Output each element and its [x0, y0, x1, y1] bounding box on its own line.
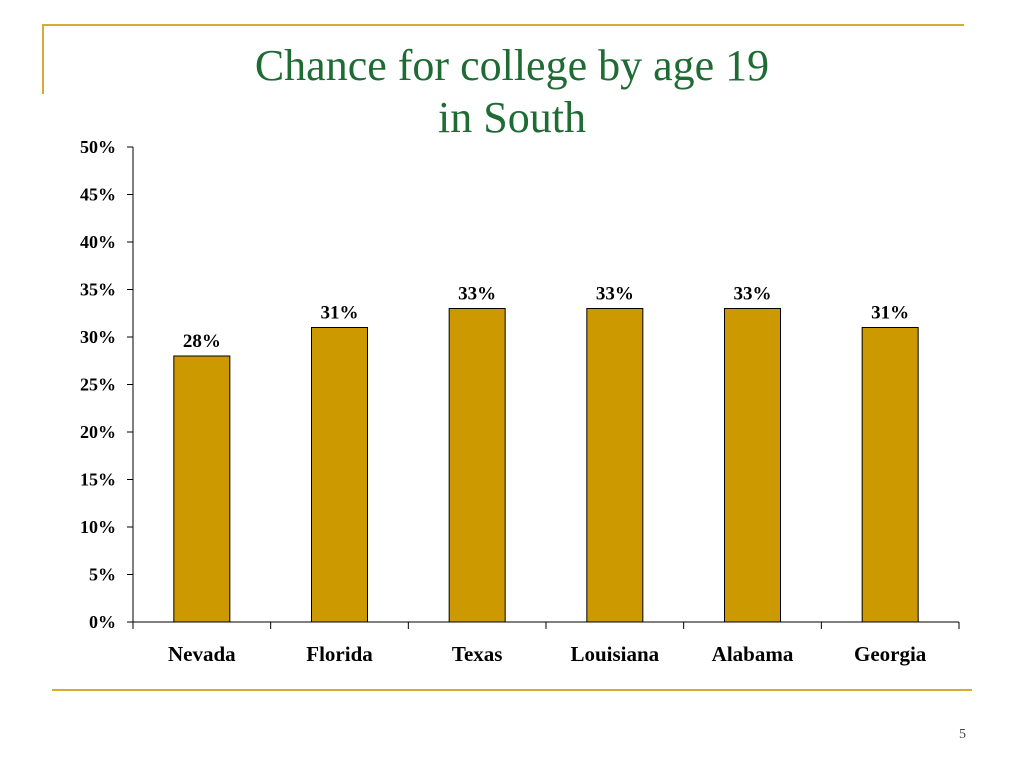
y-tick-label: 10%: [80, 517, 116, 537]
bar: [173, 355, 231, 623]
y-tick-label: 35%: [80, 280, 116, 300]
y-tick-label: 15%: [80, 470, 116, 490]
title-line-2: in South: [438, 93, 586, 142]
x-category-label: Georgia: [854, 642, 927, 666]
data-label: 28%: [183, 331, 221, 352]
y-tick-label: 40%: [80, 232, 116, 252]
x-category-label: Texas: [452, 642, 503, 666]
bar: [448, 308, 506, 623]
x-category-label: Louisiana: [570, 642, 659, 666]
y-tick-label: 45%: [80, 185, 116, 205]
left-frame-line: [42, 24, 44, 94]
y-tick-label: 5%: [89, 565, 116, 585]
data-label: 31%: [321, 303, 359, 324]
bottom-frame-line: [52, 689, 972, 691]
data-label: 33%: [596, 284, 634, 305]
bar: [586, 308, 644, 623]
data-label: 33%: [458, 284, 496, 305]
data-label: 31%: [871, 303, 909, 324]
slide-number: 5: [959, 727, 966, 742]
y-tick-label: 30%: [80, 327, 116, 347]
x-category-label: Alabama: [712, 642, 794, 666]
y-tick-label: 25%: [80, 375, 116, 395]
bar: [724, 308, 781, 623]
data-label: 33%: [734, 284, 772, 305]
x-category-label: Florida: [306, 642, 373, 666]
title-line-1: Chance for college by age 19: [254, 41, 770, 90]
bar: [311, 327, 368, 623]
y-tick-label: 50%: [80, 137, 116, 157]
top-frame-line: [42, 24, 964, 26]
bar: [861, 327, 919, 623]
slide-title: Chance for college by age 19 in South: [0, 40, 1024, 144]
x-category-label: Nevada: [168, 642, 236, 666]
y-tick-label: 0%: [89, 612, 116, 632]
y-tick-label: 20%: [80, 422, 116, 442]
